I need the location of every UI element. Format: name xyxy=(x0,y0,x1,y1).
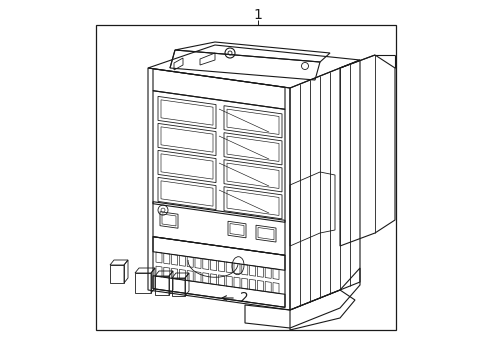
Text: 1: 1 xyxy=(253,8,262,22)
Bar xyxy=(96,25,395,330)
Bar xyxy=(155,276,169,295)
Bar xyxy=(110,265,124,283)
Bar xyxy=(135,273,151,293)
Text: 2: 2 xyxy=(240,291,248,305)
Bar xyxy=(172,278,184,296)
